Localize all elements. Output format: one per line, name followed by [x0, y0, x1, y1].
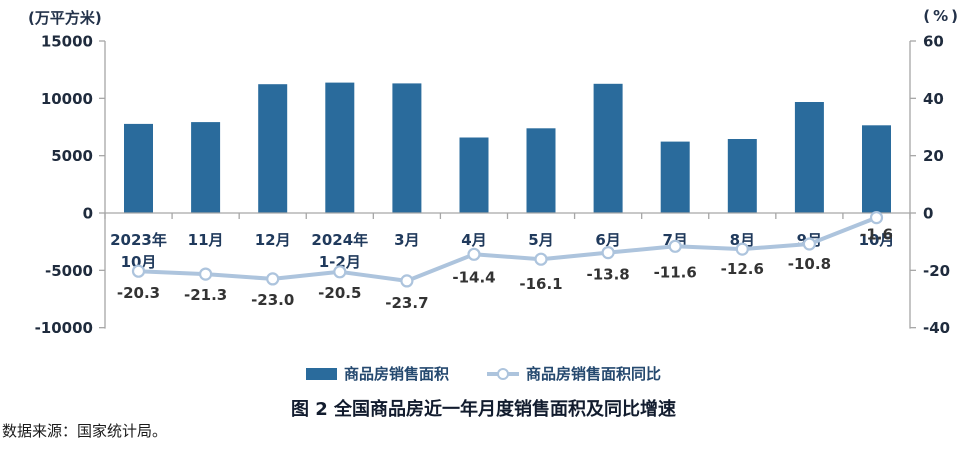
category-label: 2023年	[110, 231, 167, 249]
right-axis-tick-label: 0	[923, 205, 933, 223]
category-label: 12月	[255, 231, 291, 249]
bar	[727, 139, 757, 213]
bar	[258, 84, 288, 213]
data-label: -20.3	[117, 284, 160, 302]
combo-chart: 15000 10000 5000 0 -5000 -10000 60 40 20 0 -20 -40 2…	[35, 33, 951, 338]
data-label: -13.8	[586, 266, 629, 284]
category-label: 10月	[859, 231, 895, 249]
bar	[794, 102, 824, 213]
bar	[862, 125, 891, 213]
bar-series-swatch	[305, 367, 337, 380]
data-label: -12.6	[721, 260, 764, 278]
left-axis-tick-label: 15000	[41, 33, 93, 51]
left-axis-tick-label: 10000	[41, 90, 93, 108]
category-label: 11月	[188, 231, 224, 249]
right-axis-tick-label: 60	[923, 33, 944, 51]
right-axis-tick-label: -20	[923, 262, 950, 280]
bar	[191, 122, 221, 213]
left-axis-unit-label: (万平方米)	[28, 9, 102, 27]
right-axis-tick-label: 40	[923, 90, 944, 108]
line-marker-icon	[131, 264, 146, 278]
left-axis-tick-label: 5000	[51, 147, 93, 165]
legend-item-bar-series: 商品房销售面积	[305, 363, 449, 384]
line-series	[136, 215, 879, 283]
category-label: 6月	[595, 231, 620, 249]
line-marker-icon	[601, 246, 615, 260]
data-labels: -20.3 -21.3 -23.0 -20.5 -23.7 -14.4 -16.1 -13.8…	[117, 226, 893, 312]
category-label: 3月	[394, 231, 419, 249]
bar	[325, 82, 355, 213]
right-axis-tick-label: 20	[923, 147, 944, 165]
legend-circle-marker-icon	[497, 367, 509, 380]
data-label: -20.5	[318, 284, 361, 302]
category-label: 4月	[461, 231, 486, 249]
bar	[660, 141, 690, 213]
chart-title: 图 2 全国商品房近一年月度销售面积及同比增速	[290, 399, 677, 420]
line-series-swatch	[487, 367, 519, 380]
line-marker-icon	[266, 272, 280, 286]
category-label: 5月	[528, 231, 553, 249]
data-label: -23.0	[251, 291, 294, 309]
line-marker-icon	[869, 211, 884, 225]
data-source-note: 数据来源：国家统计局。	[2, 422, 168, 440]
data-label: -14.4	[452, 268, 495, 286]
line-marker-icon	[534, 252, 548, 266]
line-marker-icon	[802, 237, 817, 251]
bar	[392, 83, 422, 214]
data-label: -11.6	[654, 263, 697, 281]
bar	[526, 128, 556, 213]
legend-label-line-series: 商品房销售面积同比	[526, 365, 662, 383]
data-label: -10.8	[788, 255, 831, 273]
data-label: -16.1	[519, 275, 562, 293]
line-markers	[131, 211, 884, 288]
left-axis-tick-label: -10000	[35, 319, 93, 337]
category-label: 10月	[121, 253, 157, 271]
line-marker-icon	[333, 265, 347, 279]
category-label: 8月	[730, 231, 755, 249]
bar-series	[124, 82, 891, 214]
legend: 商品房销售面积 商品房销售面积同比	[0, 363, 967, 384]
data-label: -1.6	[860, 226, 893, 244]
data-label: -21.3	[184, 286, 227, 304]
bar	[124, 123, 153, 213]
bar	[459, 137, 489, 213]
legend-label-bar-series: 商品房销售面积	[343, 365, 449, 383]
line-marker-icon	[400, 274, 414, 288]
axes: 15000 10000 5000 0 -5000 -10000 60 40 20 0 -20 -40	[35, 33, 951, 338]
line-marker-icon	[668, 239, 682, 253]
data-label: -23.7	[385, 294, 428, 312]
line-marker-icon	[735, 242, 749, 256]
line-marker-icon	[199, 267, 213, 281]
legend-item-line-series: 商品房销售面积同比	[487, 363, 661, 384]
right-axis-unit-label: (%)	[923, 7, 961, 25]
category-label: 2024年	[311, 231, 368, 249]
bar	[593, 83, 623, 213]
category-label: 1-2月	[319, 253, 361, 271]
left-axis-tick-label: -5000	[45, 262, 93, 280]
line-marker-icon	[467, 247, 481, 261]
left-axis-tick-label: 0	[83, 205, 93, 223]
right-axis-tick-label: -40	[923, 319, 950, 337]
